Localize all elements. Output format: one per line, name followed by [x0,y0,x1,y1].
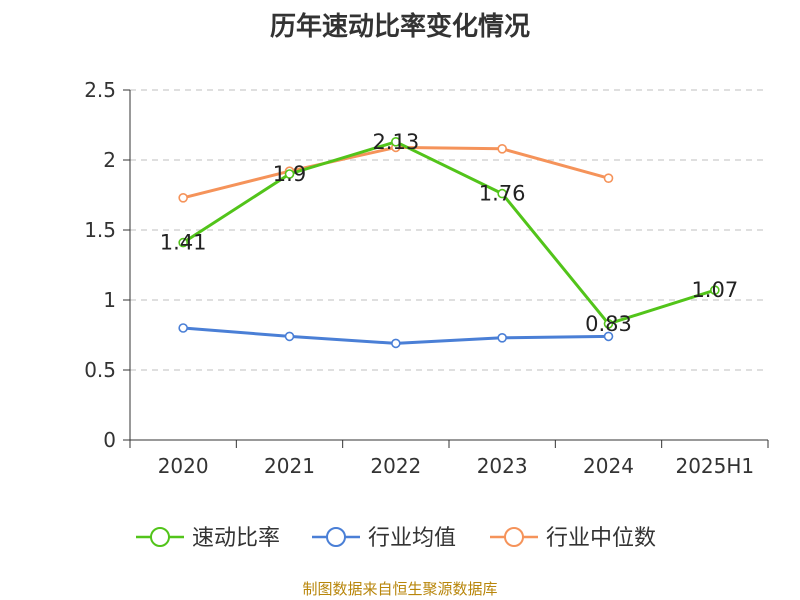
x-tick-label: 2025H1 [675,454,754,478]
data-point [603,318,614,329]
data-point [178,193,188,203]
x-tick-label: 2020 [158,454,209,478]
y-tick-label: 1 [103,288,116,312]
data-label: 0.83 [585,312,632,336]
data-point [178,237,188,248]
data-point [603,173,614,183]
x-tick-label: 2023 [477,454,528,478]
data-point [497,144,507,154]
data-label: 2.13 [372,130,419,154]
legend-marker [326,527,346,547]
data-point [603,331,614,342]
series-line [182,145,609,200]
legend-marker [504,527,524,547]
series-line [182,140,716,326]
data-point [497,188,507,199]
legend-label: 速动比率 [192,526,280,551]
x-tick-label: 2022 [370,454,421,478]
data-label: 1.41 [160,231,207,255]
data-source-note: 制图数据来自恒生聚源数据库 [302,580,498,598]
data-label: 1.76 [479,182,526,206]
x-tick-label: 2024 [583,454,634,478]
x-tick-label: 2021 [264,454,315,478]
chart-title: 历年速动比率变化情况 [269,12,530,42]
data-point [710,285,720,296]
data-point [284,331,295,342]
y-tick-label: 2 [103,148,116,172]
data-point [391,338,401,349]
data-point [391,137,401,147]
y-tick-label: 0.5 [84,358,116,382]
y-tick-label: 1.5 [84,218,116,242]
y-tick-label: 2.5 [84,78,116,102]
data-point [178,323,188,333]
legend-label: 行业中位数 [546,526,656,551]
data-label: 1.07 [691,278,738,302]
legend-label: 行业均值 [368,526,456,551]
data-point [497,332,507,343]
data-point [284,169,295,179]
data-label: 1.9 [273,162,306,186]
y-tick-label: 0 [103,428,116,452]
legend-marker [150,527,170,547]
